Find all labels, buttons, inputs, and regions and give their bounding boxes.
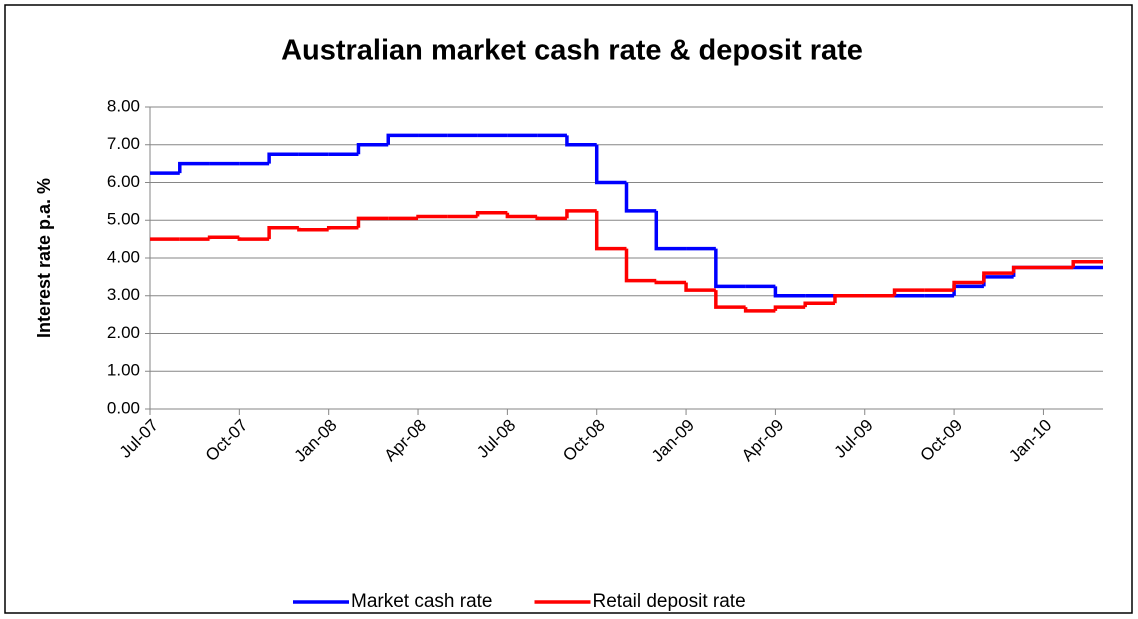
line-step: [833, 294, 865, 304]
line-step: [624, 182, 657, 213]
y-tick-label: 3.00: [107, 285, 140, 304]
legend-label: Market cash rate: [351, 591, 493, 612]
line-step: [356, 216, 389, 228]
line-step: [803, 301, 835, 308]
y-tick-label: 6.00: [107, 172, 140, 191]
line-step: [684, 282, 716, 292]
line-step: [982, 271, 1014, 283]
line-step: [356, 143, 389, 155]
line-step: [535, 216, 567, 221]
line-step: [565, 135, 597, 147]
line-step: [326, 226, 359, 230]
line-step: [654, 210, 687, 251]
line-step: [773, 286, 806, 298]
line-step: [952, 280, 984, 291]
line-step: [1011, 265, 1044, 274]
line-step: [237, 237, 270, 241]
line-step: [594, 144, 627, 185]
line-step: [624, 248, 657, 283]
line-step: [416, 214, 448, 219]
chart-title: Australian market cash rate & deposit ra…: [281, 35, 863, 67]
line-step: [475, 210, 508, 217]
line-step: [207, 235, 240, 240]
line-step: [714, 248, 746, 289]
line-step: [386, 133, 419, 145]
line-step: [1071, 260, 1103, 268]
line-step: [505, 212, 538, 219]
y-axis-label: Interest rate p.a. %: [34, 178, 54, 338]
line-step: [594, 210, 627, 251]
y-tick-label: 2.00: [107, 323, 140, 342]
y-tick-label: 4.00: [107, 247, 140, 266]
y-tick-label: 0.00: [107, 398, 140, 417]
chart-frame: [4, 4, 1133, 614]
line-step: [743, 307, 776, 313]
line-step: [714, 290, 746, 309]
line-step: [565, 209, 597, 219]
y-tick-label: 1.00: [107, 361, 140, 380]
y-tick-label: 7.00: [107, 134, 140, 153]
line-step: [297, 227, 329, 232]
line-step: [267, 152, 299, 164]
line-step: [267, 226, 299, 240]
line-step: [892, 288, 925, 296]
line-step: [773, 305, 806, 311]
y-tick-label: 8.00: [107, 96, 140, 115]
legend-label: Retail deposit rate: [593, 591, 746, 612]
line-step: [178, 161, 210, 174]
line-step: [654, 280, 687, 285]
y-tick-label: 5.00: [107, 210, 140, 229]
